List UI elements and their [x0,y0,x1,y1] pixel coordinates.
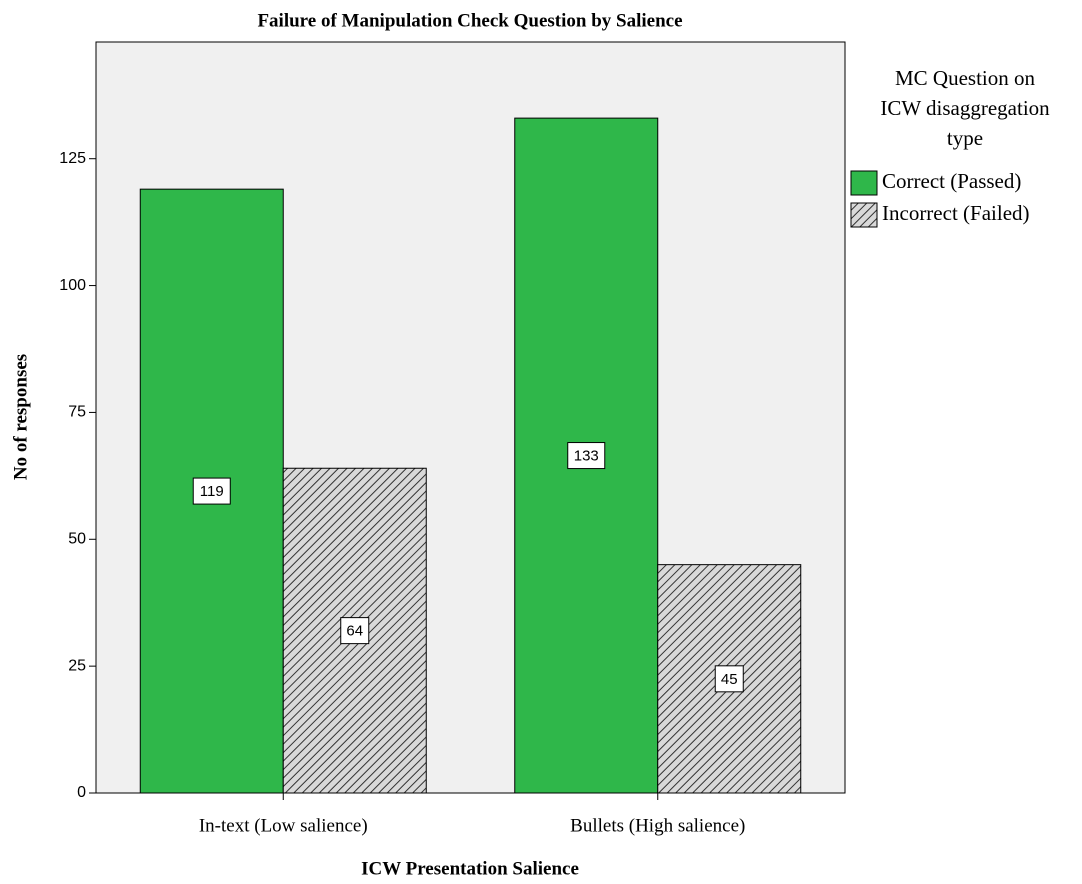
data-label-box [340,617,370,645]
data-label-box [567,442,606,470]
y-tick-label: 25 [68,657,86,674]
data-label: 45 [721,671,738,688]
y-tick-label: 125 [59,150,86,167]
legend-title: MC Question on [895,66,1036,90]
data-label-box [714,665,744,693]
y-tick-label: 0 [77,784,86,801]
legend-label: Correct (Passed) [882,169,1021,193]
x-tick-label: Bullets (High salience) [570,815,745,836]
x-axis-title: ICW Presentation Salience [361,858,579,879]
y-tick-label: 75 [68,404,86,421]
legend-label: Incorrect (Failed) [882,201,1030,225]
chart-title: Failure of Manipulation Check Question b… [257,10,682,31]
x-tick-label: In-text (Low salience) [199,815,368,836]
data-label: 133 [574,448,599,465]
legend-swatch [850,202,878,228]
y-tick-label: 50 [68,531,86,548]
y-tick-label: 100 [59,277,86,294]
data-label: 119 [200,483,224,500]
data-label-box [192,477,231,505]
legend-title: type [947,126,983,150]
legend-title: ICW disaggregation [880,96,1050,120]
data-label: 64 [346,623,363,640]
y-axis-title: No of responses [10,354,31,480]
legend-swatch [850,170,878,196]
